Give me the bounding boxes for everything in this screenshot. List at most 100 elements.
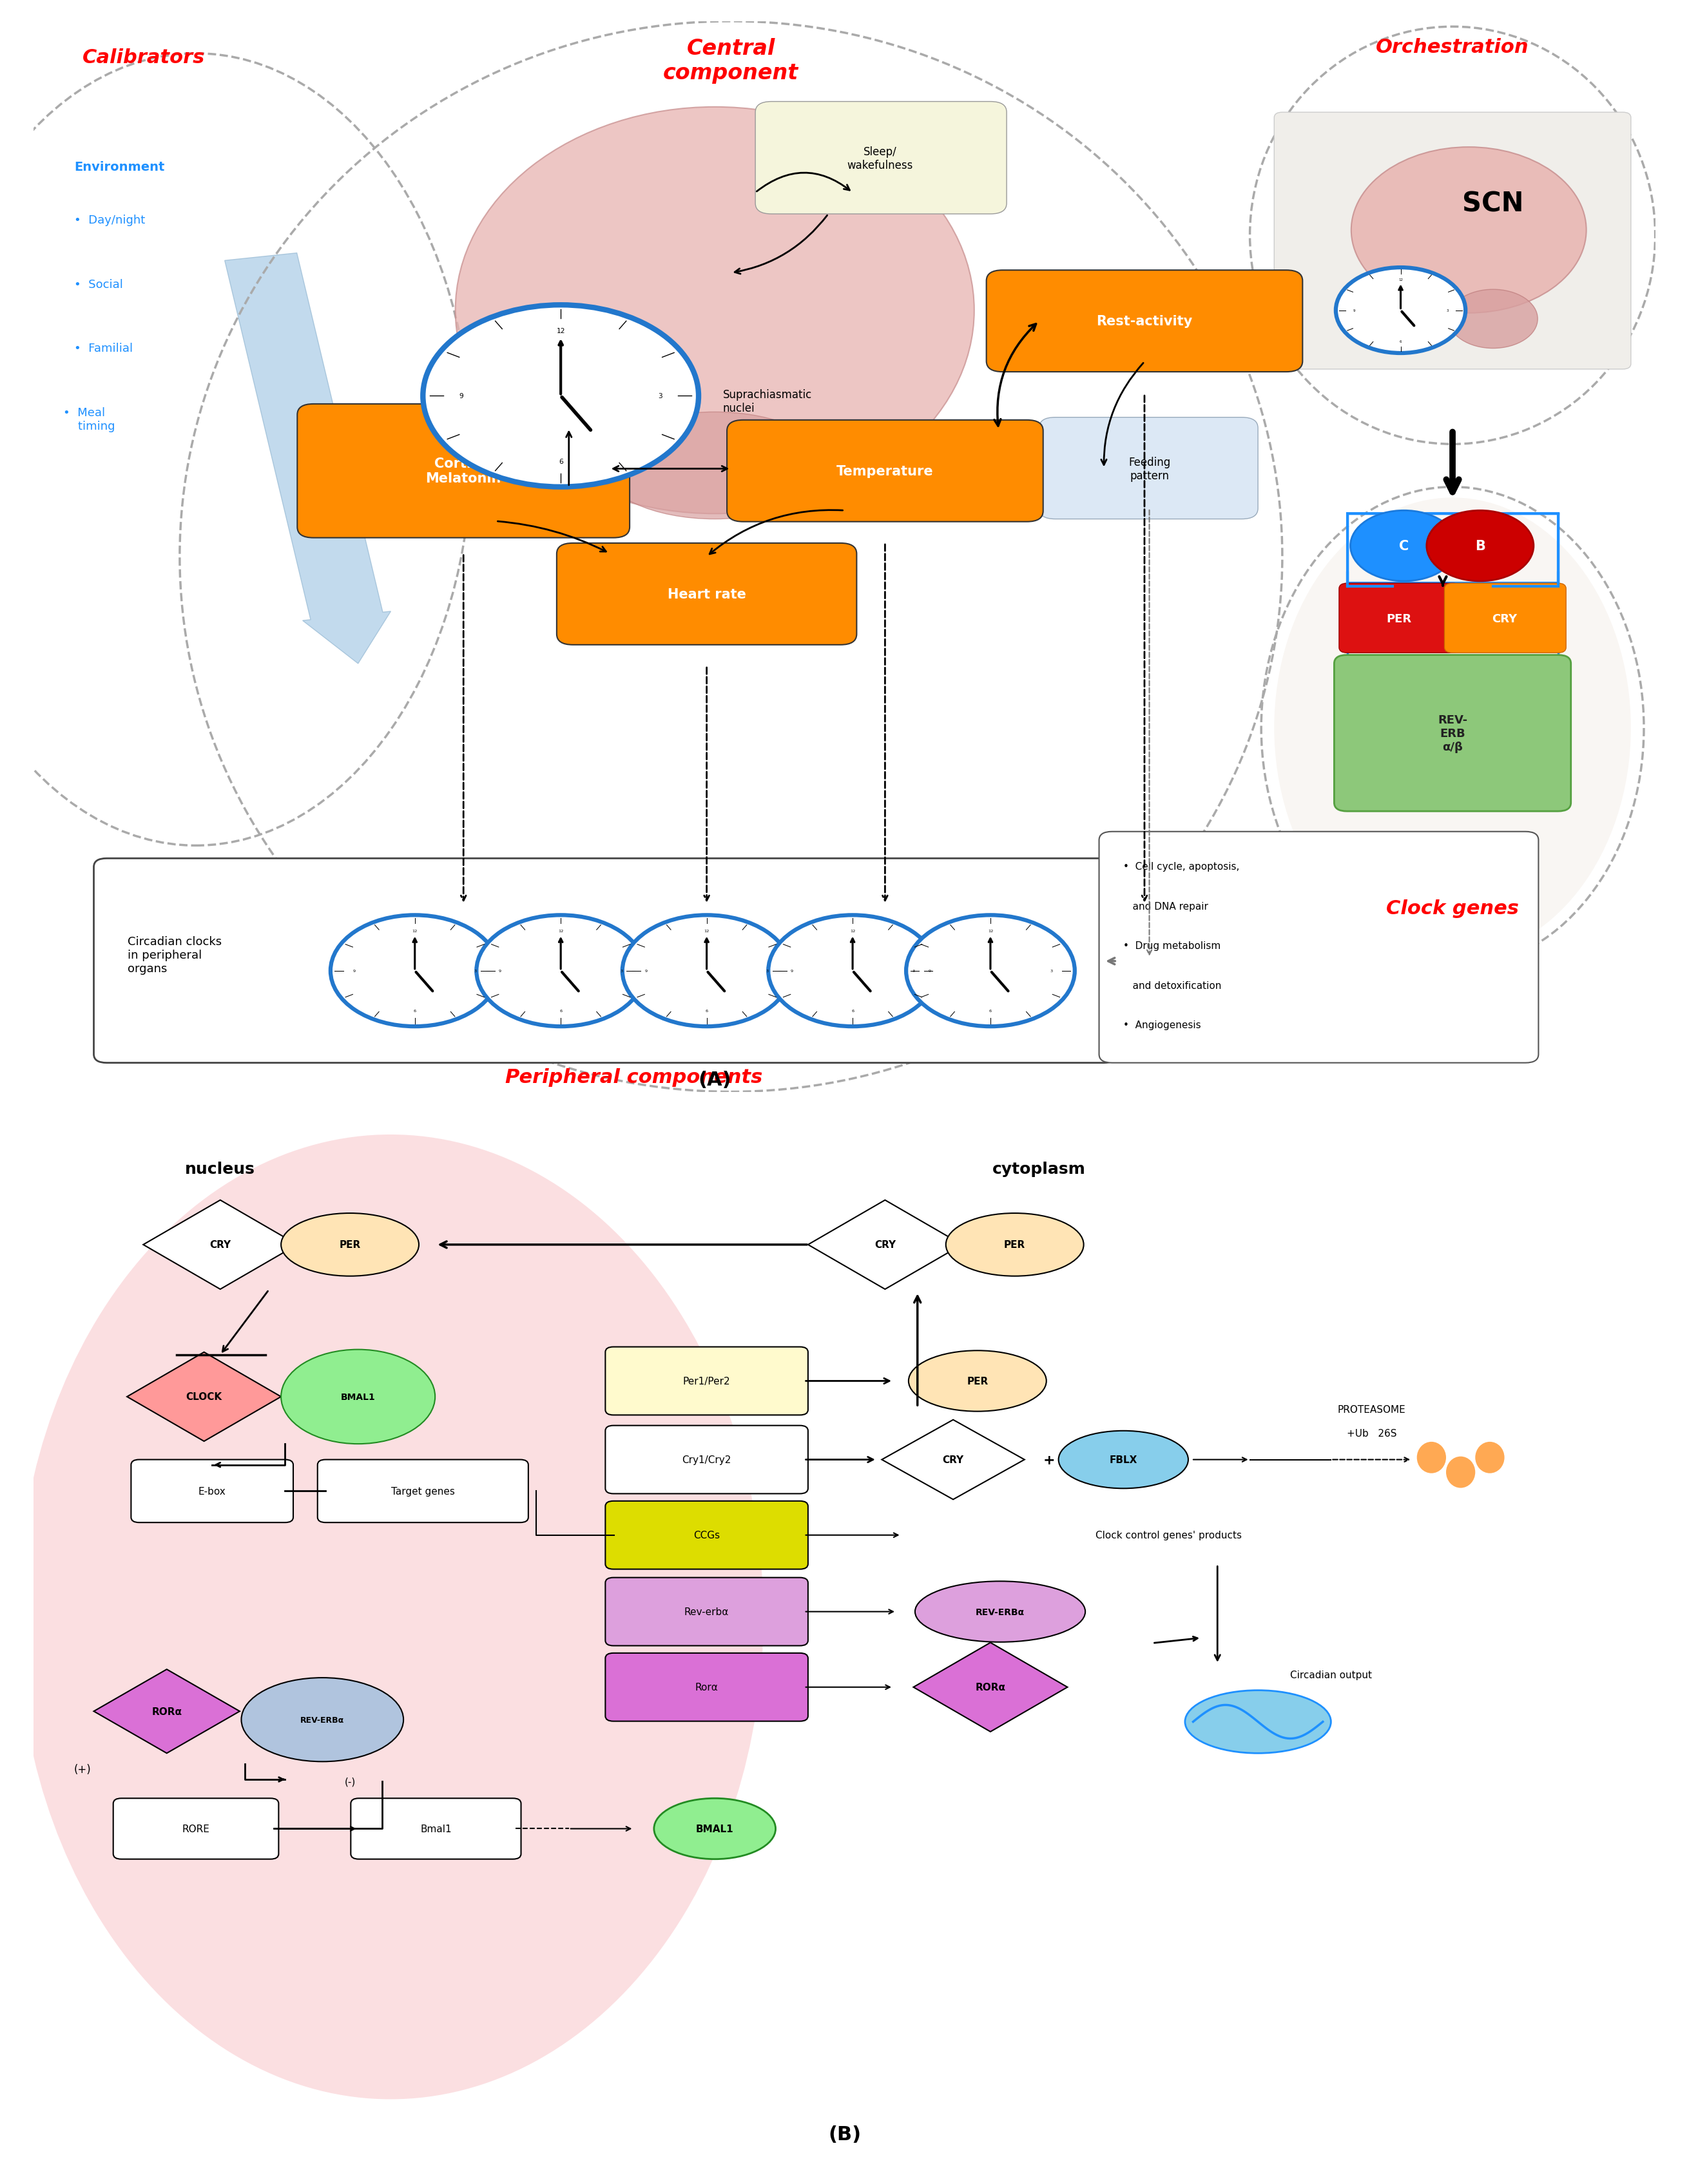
Text: •  Cell cycle, apoptosis,: • Cell cycle, apoptosis, [1123, 863, 1240, 871]
Text: CRY: CRY [1491, 614, 1517, 625]
Text: 12: 12 [557, 930, 564, 933]
Text: 3: 3 [767, 970, 768, 972]
Text: REV-ERBα: REV-ERBα [976, 1607, 1025, 1616]
Ellipse shape [1274, 498, 1632, 959]
Text: CRY: CRY [942, 1455, 964, 1465]
Text: 12: 12 [850, 930, 855, 933]
Text: •  Familial: • Familial [74, 343, 133, 354]
Text: 9: 9 [929, 970, 931, 972]
Text: C: C [1398, 539, 1409, 553]
FancyBboxPatch shape [557, 544, 856, 644]
Text: cytoplasm: cytoplasm [993, 1162, 1086, 1177]
Text: Sleep/
wakefulness: Sleep/ wakefulness [848, 146, 914, 170]
Text: PROTEASOME: PROTEASOME [1338, 1404, 1405, 1415]
Text: 6: 6 [1400, 341, 1402, 343]
Ellipse shape [242, 1677, 404, 1762]
Text: (B): (B) [828, 2125, 861, 2143]
Text: RORα: RORα [152, 1706, 182, 1717]
Text: Orchestration: Orchestration [1377, 37, 1529, 57]
Text: 6: 6 [559, 1009, 562, 1013]
Text: •  Social: • Social [74, 280, 123, 290]
Ellipse shape [1449, 290, 1537, 349]
Text: PER: PER [1387, 614, 1412, 625]
FancyBboxPatch shape [351, 1797, 520, 1859]
Text: •  Angiogenesis: • Angiogenesis [1123, 1020, 1201, 1031]
Text: 12: 12 [412, 930, 417, 933]
FancyBboxPatch shape [605, 1426, 807, 1494]
Text: 9: 9 [1353, 310, 1355, 312]
Text: •  Drug metabolism: • Drug metabolism [1123, 941, 1221, 950]
FancyBboxPatch shape [605, 1577, 807, 1647]
FancyBboxPatch shape [1039, 417, 1258, 520]
Text: 6: 6 [990, 1009, 991, 1013]
FancyBboxPatch shape [605, 1653, 807, 1721]
Circle shape [622, 915, 790, 1026]
Text: 12: 12 [704, 930, 709, 933]
Ellipse shape [280, 1350, 436, 1444]
Text: 3: 3 [1051, 970, 1052, 972]
Text: PER: PER [1003, 1241, 1025, 1249]
Text: Circadian clocks
in peripheral
organs: Circadian clocks in peripheral organs [128, 935, 221, 974]
Ellipse shape [1186, 1690, 1331, 1754]
Text: nucleus: nucleus [186, 1162, 255, 1177]
Text: •  Meal
    timing: • Meal timing [62, 406, 115, 432]
Text: and detoxification: and detoxification [1123, 981, 1221, 989]
Text: B: B [1474, 539, 1485, 553]
Text: REV-
ERB
α/β: REV- ERB α/β [1437, 714, 1468, 753]
Text: (A): (A) [698, 1070, 731, 1090]
Text: RORα: RORα [975, 1682, 1005, 1693]
FancyBboxPatch shape [113, 1797, 279, 1859]
Text: 6: 6 [559, 459, 562, 465]
Circle shape [331, 915, 500, 1026]
Text: (-): (-) [345, 1778, 355, 1787]
Text: SCN: SCN [1463, 190, 1523, 216]
Text: •  Day/night: • Day/night [74, 214, 145, 227]
Circle shape [1427, 511, 1534, 581]
Text: Clock control genes' products: Clock control genes' products [1096, 1531, 1241, 1540]
Text: CCGs: CCGs [694, 1531, 720, 1540]
Ellipse shape [17, 1136, 763, 2099]
Text: 9: 9 [790, 970, 794, 972]
Text: Clock genes: Clock genes [1387, 900, 1518, 917]
Ellipse shape [456, 107, 975, 513]
Text: Circadian output: Circadian output [1290, 1671, 1371, 1679]
Text: 6: 6 [414, 1009, 415, 1013]
Text: Heart rate: Heart rate [667, 587, 747, 601]
Text: 12: 12 [556, 328, 566, 334]
FancyBboxPatch shape [605, 1500, 807, 1570]
FancyArrow shape [225, 253, 390, 664]
Text: Central
component: Central component [664, 37, 799, 83]
Ellipse shape [1446, 1457, 1474, 1487]
Circle shape [905, 915, 1074, 1026]
FancyBboxPatch shape [1100, 832, 1539, 1064]
Text: Feeding
pattern: Feeding pattern [1128, 456, 1170, 483]
Text: 6: 6 [851, 1009, 855, 1013]
Text: 9: 9 [353, 970, 355, 972]
Polygon shape [807, 1201, 963, 1289]
Text: CRY: CRY [209, 1241, 231, 1249]
Text: CRY: CRY [875, 1241, 895, 1249]
Circle shape [768, 915, 937, 1026]
Text: +Ub   26S: +Ub 26S [1346, 1428, 1397, 1439]
Text: RORE: RORE [182, 1824, 209, 1835]
Text: PER: PER [966, 1376, 988, 1387]
Polygon shape [914, 1642, 1067, 1732]
Text: Suprachiasmatic
nuclei: Suprachiasmatic nuclei [723, 389, 812, 415]
FancyBboxPatch shape [755, 103, 1007, 214]
Polygon shape [882, 1420, 1025, 1500]
Text: 3: 3 [657, 393, 662, 400]
Circle shape [476, 915, 645, 1026]
Text: Temperature: Temperature [836, 465, 934, 478]
Text: Target genes: Target genes [392, 1487, 454, 1496]
FancyBboxPatch shape [318, 1459, 529, 1522]
Text: 12: 12 [988, 930, 993, 933]
Ellipse shape [1474, 1441, 1505, 1474]
Text: 9: 9 [645, 970, 647, 972]
FancyBboxPatch shape [1334, 655, 1571, 812]
Text: 3: 3 [1446, 310, 1449, 312]
Ellipse shape [909, 1350, 1047, 1411]
Text: 12: 12 [1398, 277, 1404, 282]
Text: Cortisol
Melatonin: Cortisol Melatonin [426, 456, 502, 485]
Text: Rorα: Rorα [696, 1682, 718, 1693]
Text: (+): (+) [74, 1762, 91, 1776]
